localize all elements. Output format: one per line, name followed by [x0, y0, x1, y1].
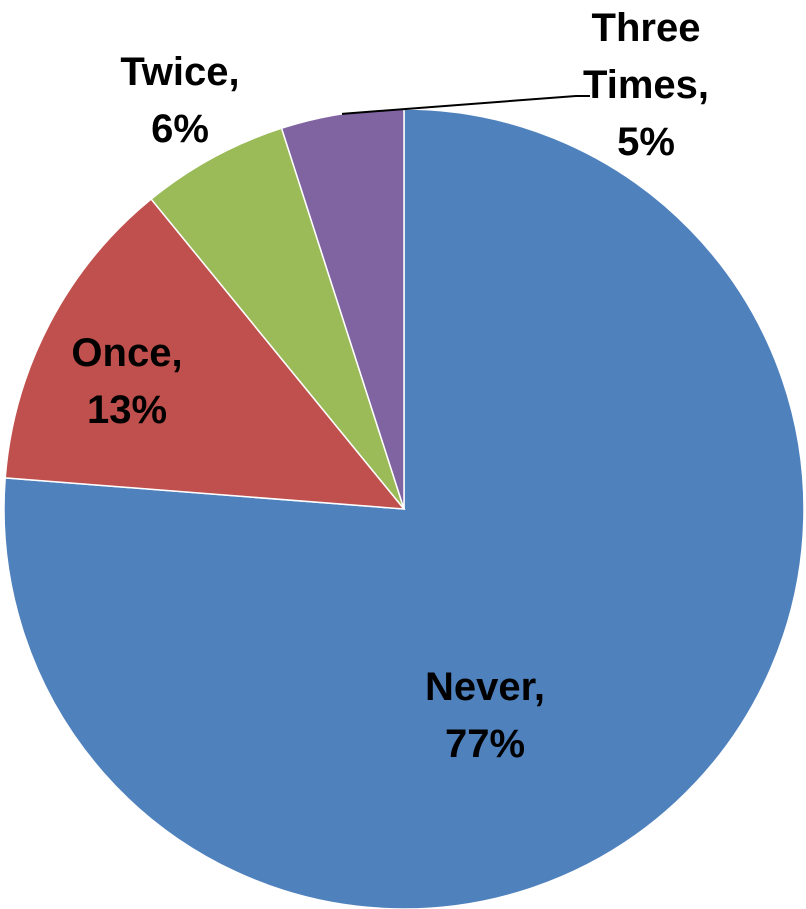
- slice-label-once: Once, 13%: [71, 331, 182, 432]
- slice-labels: Never, 77% Once, 13% Twice, 6% Three Times, 5%: [71, 6, 709, 766]
- slice-percent-never: 77%: [445, 722, 525, 766]
- slice-percent-twice: 6%: [151, 107, 209, 151]
- pie-slices: [3, 108, 805, 909]
- leader-lines: [341, 95, 590, 115]
- pie-slice-never: [3, 108, 805, 909]
- slice-name-once: Once,: [71, 331, 182, 375]
- pie-slice-twice: [150, 127, 405, 510]
- slice-label-three-times: Three Times, 5%: [583, 6, 709, 164]
- slice-name-three-times: Times,: [583, 63, 709, 107]
- pie-slice-once: [4, 198, 406, 510]
- slice-name-three-times: Three: [592, 6, 701, 50]
- leader-line-three-times: [341, 95, 590, 115]
- slice-percent-three-times: 5%: [617, 120, 675, 164]
- slice-name-never: Never,: [425, 665, 545, 709]
- slice-name-twice: Twice,: [120, 50, 239, 94]
- slice-label-twice: Twice, 6%: [120, 50, 239, 151]
- slice-label-never: Never, 77%: [425, 665, 545, 766]
- slice-percent-once: 13%: [87, 388, 167, 432]
